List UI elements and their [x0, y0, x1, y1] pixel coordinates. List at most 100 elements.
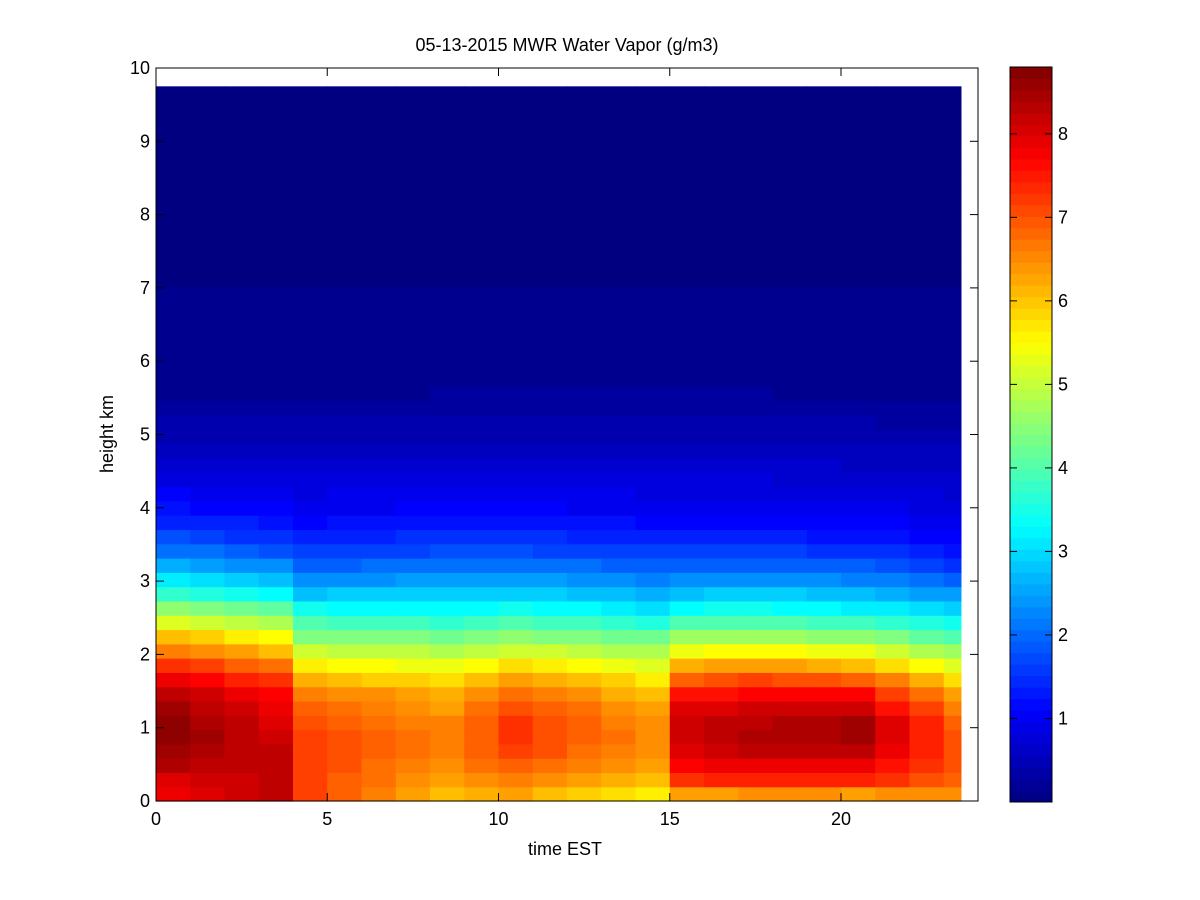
heatmap-cell: [464, 343, 500, 359]
heatmap-cell: [361, 86, 397, 102]
heatmap-cell: [430, 472, 465, 488]
heatmap-cell: [532, 586, 568, 602]
colorbar-band: [1010, 67, 1052, 79]
heatmap-cell: [635, 200, 671, 216]
heatmap-cell: [635, 472, 671, 488]
heatmap-cell: [224, 243, 260, 259]
heatmap-cell: [772, 700, 808, 716]
heatmap-cell: [190, 686, 226, 702]
heatmap-cell: [772, 600, 808, 616]
heatmap-cell: [498, 615, 534, 631]
heatmap-cell: [327, 157, 363, 173]
heatmap-cell: [738, 600, 774, 616]
heatmap-cell: [156, 729, 191, 745]
heatmap-cell: [635, 758, 671, 774]
heatmap-cell: [909, 114, 945, 130]
heatmap-cell: [772, 758, 808, 774]
heatmap-cell: [430, 600, 465, 616]
heatmap-cell: [395, 186, 431, 202]
heatmap-cell: [704, 500, 739, 516]
heatmap-cell: [772, 686, 808, 702]
heatmap-cell: [669, 786, 705, 802]
heatmap-cell: [601, 586, 637, 602]
heatmap-cell: [567, 615, 602, 631]
heatmap-cell: [464, 643, 500, 659]
heatmap-cell: [875, 743, 911, 759]
heatmap-cell: [841, 357, 876, 373]
heatmap-cell: [327, 615, 363, 631]
heatmap-cell: [395, 672, 431, 688]
heatmap-cell: [190, 600, 226, 616]
heatmap-cell: [704, 515, 739, 531]
heatmap-cell: [669, 558, 705, 573]
heatmap-cell: [293, 543, 328, 559]
heatmap-cell: [875, 500, 911, 516]
heatmap-cell: [532, 643, 568, 659]
heatmap-cell: [224, 157, 260, 173]
heatmap-cell: [909, 529, 945, 545]
heatmap-cell: [567, 186, 602, 202]
heatmap-cell: [567, 429, 602, 445]
heatmap-cell: [601, 758, 637, 774]
heatmap-cell: [601, 286, 637, 302]
colorbar-band: [1010, 388, 1052, 401]
heatmap-cell: [293, 357, 328, 373]
colorbar-band: [1010, 664, 1052, 677]
heatmap-cell: [772, 372, 808, 388]
heatmap-cell: [430, 429, 465, 445]
heatmap-cell: [395, 400, 431, 416]
heatmap-cell: [190, 457, 226, 473]
heatmap-cell: [361, 786, 397, 802]
heatmap-cell: [224, 329, 260, 345]
heatmap-cell: [635, 100, 671, 116]
heatmap-cell: [704, 529, 739, 545]
heatmap-cell: [258, 672, 294, 688]
heatmap-cell: [532, 786, 568, 802]
heatmap-cell: [943, 429, 962, 445]
heatmap-cell: [258, 157, 294, 173]
heatmap-cell: [327, 229, 363, 245]
heatmap-cell: [772, 443, 808, 459]
heatmap-cell: [498, 715, 534, 731]
heatmap-cell: [430, 157, 465, 173]
heatmap-cell: [156, 243, 191, 259]
heatmap-cell: [806, 572, 842, 588]
heatmap-cell: [224, 658, 260, 673]
heatmap-cell: [806, 415, 842, 430]
heatmap-cell: [772, 558, 808, 573]
colorbar-band: [1010, 629, 1052, 642]
heatmap-cell: [704, 715, 739, 731]
heatmap-cell: [772, 315, 808, 330]
heatmap-cell: [532, 715, 568, 731]
heatmap-cell: [190, 429, 226, 445]
heatmap-cell: [772, 157, 808, 173]
heatmap-cell: [498, 286, 534, 302]
heatmap-cell: [258, 343, 294, 359]
heatmap-cell: [567, 472, 602, 488]
heatmap-cell: [601, 272, 637, 288]
heatmap-cell: [567, 586, 602, 602]
heatmap-cell: [669, 286, 705, 302]
heatmap-cell: [258, 400, 294, 416]
heatmap-cell: [430, 272, 465, 288]
heatmap-cell: [875, 558, 911, 573]
heatmap-cell: [772, 400, 808, 416]
heatmap-cell: [156, 272, 191, 288]
heatmap-cell: [738, 186, 774, 202]
heatmap-cell: [601, 214, 637, 230]
heatmap-cell: [772, 629, 808, 645]
heatmap-cell: [156, 214, 191, 230]
heatmap-cell: [841, 200, 876, 216]
heatmap-cell: [635, 415, 671, 430]
heatmap-cell: [361, 315, 397, 330]
heatmap-cell: [841, 700, 876, 716]
heatmap-cell: [258, 758, 294, 774]
heatmap-cell: [293, 500, 328, 516]
heatmap-cell: [943, 214, 962, 230]
heatmap-cell: [875, 386, 911, 402]
heatmap-cell: [943, 600, 962, 616]
heatmap-cell: [532, 729, 568, 745]
heatmap-cell: [498, 600, 534, 616]
heatmap-cell: [806, 600, 842, 616]
